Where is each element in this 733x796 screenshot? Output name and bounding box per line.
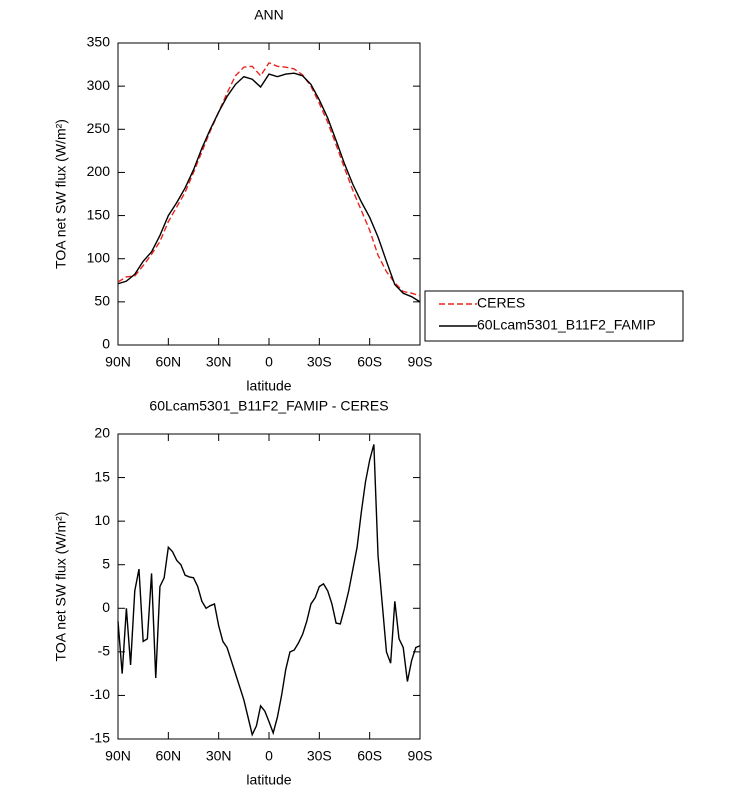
x-tick-label: 0	[265, 748, 273, 764]
x-tick-label: 30N	[206, 354, 232, 370]
y-tick-label: 20	[94, 425, 110, 441]
x-tick-label: 30S	[307, 748, 332, 764]
x-tick-label: 0	[265, 354, 273, 370]
y-tick-label: -5	[98, 643, 111, 659]
y-tick-label: 350	[87, 34, 111, 50]
data-line	[117, 72, 421, 303]
x-tick-label: 90S	[408, 354, 433, 370]
y-tick-label: 300	[87, 77, 111, 93]
x-axis-label: latitude	[246, 378, 291, 394]
legend-label: CERES	[477, 295, 525, 311]
y-tick-label: 10	[94, 512, 110, 528]
y-tick-label: 5	[102, 555, 110, 571]
plot-frame	[117, 433, 421, 740]
y-tick-label: -15	[90, 730, 110, 746]
y-tick-label: 0	[102, 336, 110, 352]
y-tick-label: 50	[94, 293, 110, 309]
chart-title: ANN	[254, 7, 284, 23]
y-axis-label: TOA net SW flux (W/m²)	[53, 512, 69, 662]
x-tick-label: 30N	[206, 748, 232, 764]
x-tick-label: 60N	[155, 748, 181, 764]
x-tick-label: 60N	[155, 354, 181, 370]
x-tick-label: 60S	[357, 354, 382, 370]
y-tick-label: -10	[90, 686, 110, 702]
y-tick-label: 200	[87, 163, 111, 179]
y-axis-label: TOA net SW flux (W/m²)	[53, 119, 69, 269]
x-tick-label: 90S	[408, 748, 433, 764]
x-tick-label: 90N	[105, 748, 131, 764]
legend-label: 60Lcam5301_B11F2_FAMIP	[477, 317, 656, 333]
x-tick-label: 30S	[307, 354, 332, 370]
y-tick-label: 0	[102, 599, 110, 615]
data-line	[117, 444, 421, 737]
y-tick-label: 250	[87, 120, 111, 136]
x-tick-label: 90N	[105, 354, 131, 370]
legend-box	[424, 290, 684, 342]
x-tick-label: 60S	[357, 748, 382, 764]
y-tick-label: 15	[94, 468, 110, 484]
y-tick-label: 150	[87, 206, 111, 222]
data-line	[117, 61, 421, 297]
x-axis-label: latitude	[246, 772, 291, 788]
plot-frame	[117, 42, 421, 346]
chart-title: 60Lcam5301_B11F2_FAMIP - CERES	[149, 398, 388, 414]
y-tick-label: 100	[87, 249, 111, 265]
